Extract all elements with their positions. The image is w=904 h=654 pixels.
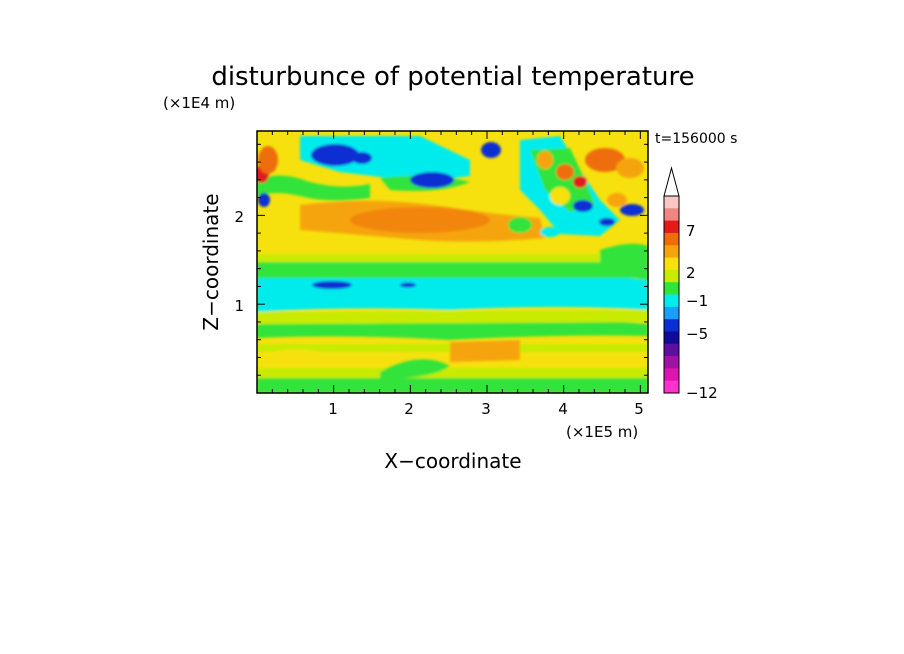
blob-blue-upper-2 (352, 152, 372, 164)
blob-yellow-upper-right (550, 187, 570, 205)
band-surface-green (257, 376, 648, 393)
colorbar-swatch (664, 343, 679, 357)
x-axis-label: X−coordinate (384, 449, 521, 473)
colorbar-swatch (664, 282, 679, 295)
colorbar-tick-label: −5 (686, 325, 708, 343)
patch-lower-green (380, 359, 450, 379)
colorbar-tick-labels: 7 2 −1 −5 −12 (686, 222, 718, 402)
colorbar-tick-label: −1 (686, 292, 708, 310)
colorbar-swatch (664, 319, 679, 332)
x-tick-label: 3 (481, 400, 491, 418)
colorbar-swatch (664, 380, 679, 394)
patch-green-upper-left (257, 175, 370, 201)
band-surface-lime (257, 368, 648, 378)
patch-lower-orange (450, 340, 520, 362)
blob-red-upper-right (573, 176, 587, 188)
blob-orange-upper-right-3 (556, 164, 574, 180)
blob-orange-upper-right-4 (537, 151, 553, 169)
patch-green-right (600, 243, 648, 280)
band-green-upper (257, 262, 648, 278)
colorbar-swatch (664, 368, 679, 382)
blob-blue-mid-1 (312, 281, 352, 289)
patch-lower-yellow-left (272, 349, 330, 359)
colorbar-swatch (664, 306, 679, 320)
colorbar-swatch (664, 294, 679, 308)
plot-frame (256, 130, 649, 394)
blob-orange-upper-right-2 (616, 158, 644, 178)
blob-blue-upper-right-1 (573, 200, 593, 212)
blob-green-upper-right (508, 217, 532, 233)
x-tick-label: 5 (634, 400, 644, 418)
blob-blue-upper-1 (311, 144, 359, 166)
blob-orange-upper (350, 207, 490, 233)
y-axis-ticks (257, 143, 648, 376)
x-unit-label: (×1E5 m) (566, 423, 638, 441)
colorbar-swatch (664, 269, 679, 283)
band-lime-mid (257, 310, 648, 324)
colorbar-swatch (664, 257, 679, 271)
time-label: t=156000 s (655, 131, 737, 147)
band-cyan (257, 270, 648, 312)
blob-orange-upper-right-5 (607, 193, 627, 207)
blob-blue-upper-4 (481, 142, 501, 158)
x-tick-label: 1 (328, 400, 338, 418)
y-axis-label: Z−coordinate (199, 193, 223, 330)
colorbar-swatch (664, 220, 679, 234)
blob-orange-upper-left (258, 146, 278, 174)
colorbar-swatch (664, 331, 679, 345)
colorbar-tick-label: −12 (686, 384, 718, 402)
colorbar (663, 166, 680, 394)
blob-blue-upper-left (258, 193, 270, 207)
colorbar-tick-label: 7 (686, 222, 696, 240)
blob-blue-upper-3 (410, 172, 454, 188)
chart-title: disturbunce of potential temperature (211, 62, 694, 92)
colorbar-arrow (663, 166, 680, 197)
x-tick-label: 2 (404, 400, 414, 418)
contour-field (257, 131, 648, 393)
blob-blue-upper-right-3 (599, 218, 615, 226)
y-unit-label: (×1E4 m) (163, 94, 235, 112)
band-green-mid (257, 319, 648, 340)
blob-blue-mid-2 (400, 282, 416, 288)
colorbar-tick-label: 2 (686, 264, 696, 282)
colorbar-swatch (664, 356, 679, 369)
blob-cyan-upper-right (540, 227, 560, 237)
blob-blue-upper-right-2 (620, 204, 644, 216)
colorbar-swatch (664, 196, 679, 209)
x-tick-labels: 1 2 3 4 5 (328, 400, 644, 418)
x-tick-label: 4 (558, 400, 568, 418)
colorbar-swatch (664, 232, 679, 246)
colorbar-swatch (664, 245, 679, 258)
y-tick-labels: 1 2 (234, 208, 244, 315)
blob-orange-upper-right-1 (585, 148, 625, 172)
colorbar-frame (663, 195, 680, 394)
colorbar-swatch (664, 208, 679, 222)
x-axis-ticks (271, 131, 641, 393)
y-tick-label: 2 (234, 208, 244, 226)
band-lime-upper (257, 254, 648, 264)
y-tick-label: 1 (234, 297, 244, 315)
